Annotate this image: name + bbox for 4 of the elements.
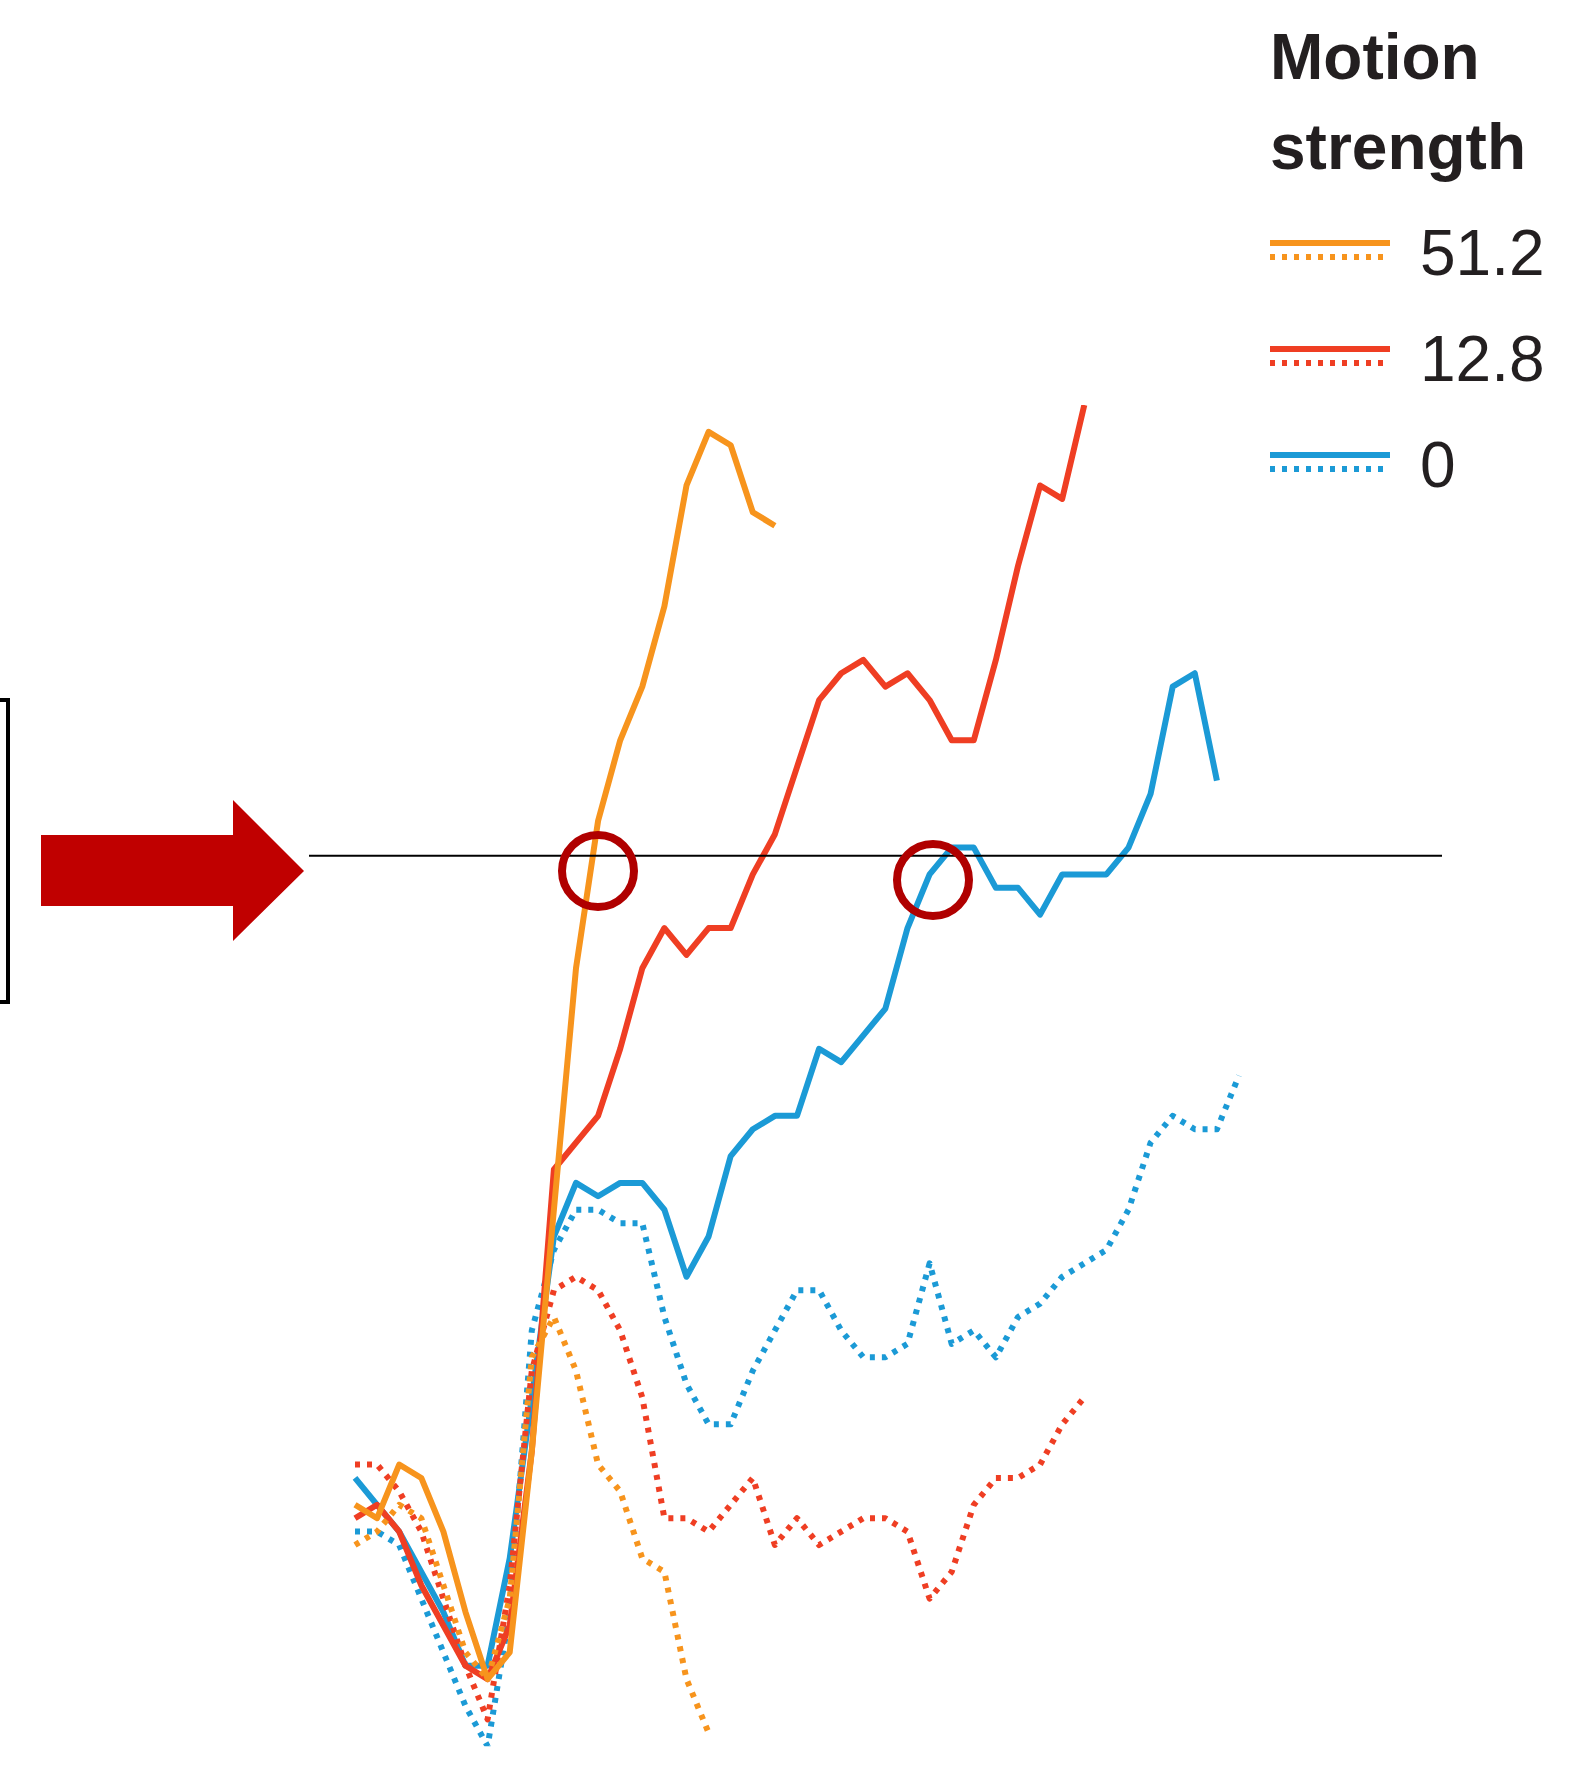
legend-label: 51.2	[1420, 216, 1545, 290]
legend-title: Motion strength	[1270, 20, 1527, 185]
legend-label: 0	[1420, 428, 1456, 502]
legend-label: 12.8	[1420, 322, 1545, 396]
